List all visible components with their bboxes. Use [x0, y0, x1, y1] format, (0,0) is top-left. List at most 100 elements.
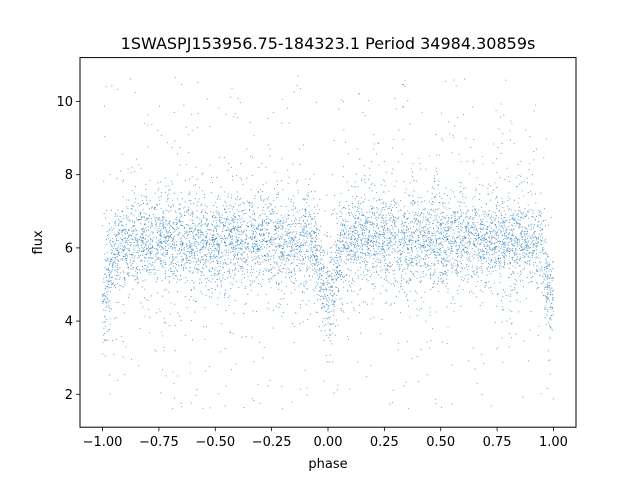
data-point [250, 225, 253, 227]
data-point [478, 198, 480, 200]
data-point [373, 223, 375, 225]
data-point [533, 150, 535, 153]
data-point [454, 303, 456, 305]
data-point [201, 259, 203, 261]
data-point [493, 261, 496, 263]
data-point [253, 361, 255, 363]
data-point [377, 217, 380, 219]
data-point [414, 242, 416, 244]
data-point [353, 231, 355, 233]
data-point [209, 253, 212, 256]
data-point [230, 241, 232, 243]
data-point [282, 236, 284, 238]
data-point [522, 279, 524, 281]
data-point [261, 219, 264, 221]
data-point [460, 256, 462, 258]
data-point [412, 163, 414, 165]
data-point [389, 231, 391, 233]
data-point [253, 258, 255, 261]
data-point [234, 198, 237, 200]
data-point [388, 282, 390, 284]
data-point [275, 238, 277, 240]
data-point [382, 242, 384, 244]
data-point [179, 212, 181, 214]
data-point [439, 196, 441, 198]
data-point [443, 257, 446, 259]
data-point [121, 243, 123, 245]
data-point [201, 174, 203, 176]
data-point [272, 212, 275, 214]
data-point [425, 320, 427, 322]
data-point [458, 285, 460, 287]
data-point [458, 221, 460, 223]
data-point [363, 178, 365, 180]
data-point [215, 250, 217, 252]
data-point [483, 250, 485, 253]
data-point [104, 355, 106, 357]
data-point [119, 289, 121, 291]
data-point [428, 233, 430, 235]
data-point [335, 257, 337, 259]
data-point [424, 207, 426, 209]
data-point [357, 202, 359, 205]
data-point [478, 236, 480, 239]
data-point [470, 232, 472, 234]
data-point [508, 236, 510, 238]
data-point [234, 203, 236, 205]
data-point [191, 212, 193, 214]
data-point [147, 114, 149, 116]
data-point [368, 269, 370, 271]
data-point [111, 270, 113, 272]
data-point [250, 266, 252, 268]
data-point [346, 181, 348, 183]
data-point [172, 371, 174, 373]
data-point [266, 254, 268, 256]
data-point [241, 274, 243, 276]
data-point [370, 205, 372, 207]
data-point [131, 253, 133, 255]
data-point [373, 241, 376, 243]
data-point [519, 249, 521, 251]
data-point [480, 218, 482, 220]
data-point [410, 202, 412, 204]
data-point [498, 228, 500, 230]
data-point [400, 279, 402, 282]
data-point [157, 251, 159, 254]
data-point [423, 200, 426, 202]
data-point [459, 181, 461, 184]
data-point [526, 233, 528, 235]
data-point [150, 224, 152, 226]
data-point [428, 257, 430, 259]
scatter-points [102, 75, 554, 410]
data-point [523, 261, 525, 263]
data-point [294, 217, 296, 219]
data-point [144, 238, 146, 241]
data-point [363, 271, 365, 273]
data-point [285, 228, 287, 230]
data-point [351, 212, 353, 214]
data-point [381, 249, 383, 251]
data-point [550, 292, 552, 294]
data-point [203, 274, 205, 276]
data-point [541, 244, 543, 246]
data-point [221, 237, 224, 239]
data-point [501, 309, 503, 311]
data-point [257, 224, 259, 227]
data-point [239, 247, 241, 249]
data-point [142, 227, 144, 229]
data-point [109, 262, 111, 264]
data-point [525, 254, 528, 256]
data-point [216, 260, 218, 262]
data-point [383, 201, 385, 203]
data-point [247, 246, 249, 248]
data-point [464, 242, 466, 244]
data-point [517, 210, 520, 212]
data-point [385, 277, 387, 279]
data-point [124, 236, 127, 239]
data-point [421, 250, 423, 252]
data-point [367, 270, 369, 272]
data-point [431, 186, 433, 188]
data-point [472, 292, 474, 294]
data-point [276, 264, 278, 266]
data-point [224, 261, 226, 263]
